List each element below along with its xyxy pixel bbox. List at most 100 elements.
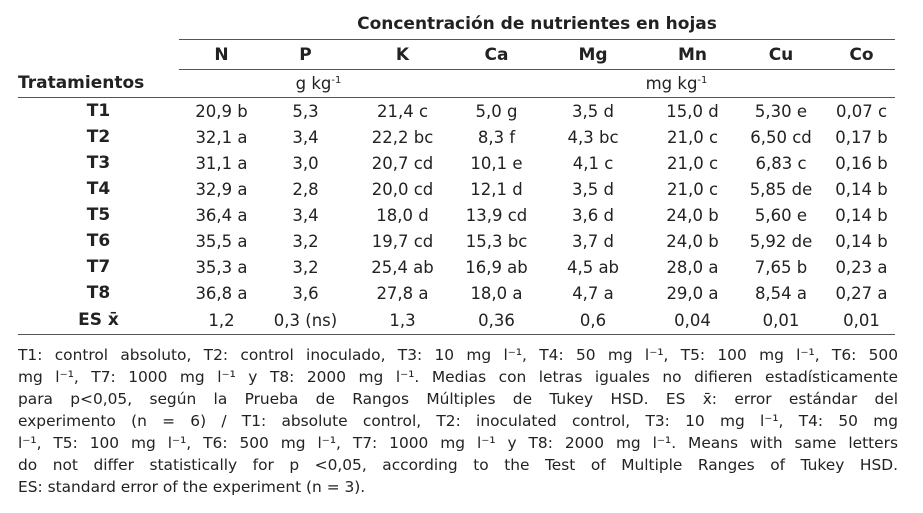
table-cell: 35,5 a <box>195 231 248 251</box>
column-header-mg: Mg <box>535 39 651 70</box>
table-row: T3 31,1 a 3,0 20,7 cd 10,1 e 4,1 c 21,0 c 6,83 … <box>18 150 895 176</box>
table-cell: 10,1 e <box>470 153 523 173</box>
column-header-cu: Cu <box>734 39 828 70</box>
table-row: T1 20,9 b 5,3 21,4 c 5,0 g 3,5 d 15,0 d 5,30 e 0… <box>18 98 895 125</box>
table-cell: 3,4 <box>292 127 319 147</box>
table-cell: 16,9 ab <box>465 257 528 277</box>
row-label: T3 <box>86 153 111 173</box>
column-header-co: Co <box>828 39 895 70</box>
table-row: T6 35,5 a 3,2 19,7 cd 15,3 bc 3,7 d 24,0 b 5,92… <box>18 228 895 254</box>
footnote-line: ES: standard error of the experiment (n … <box>18 478 366 496</box>
table-cell: 19,7 cd <box>371 231 434 251</box>
es-cell: 1,2 <box>179 306 264 335</box>
table-cell: 12,1 d <box>470 179 523 199</box>
table-cell: 8,3 f <box>477 127 516 147</box>
column-header-k: K <box>347 39 458 70</box>
table-cell: 3,7 d <box>572 231 614 251</box>
row-label: T7 <box>86 257 111 277</box>
table-row: T4 32,9 a 2,8 20,0 cd 12,1 d 3,5 d 21,0 c 5,85 … <box>18 176 895 202</box>
table-cell: 6,50 cd <box>750 127 812 147</box>
es-row: ES x̄ 1,2 0,3 (ns) 1,3 0,36 0,6 0,04 0,01 0,01 <box>18 306 895 335</box>
table-cell: 8,54 a <box>754 283 808 303</box>
table-cell: 24,0 b <box>666 231 719 251</box>
table-cell: 4,1 c <box>572 153 614 173</box>
es-cell: 0,04 <box>651 306 734 335</box>
footnote-line: para p<0,05, según la Prueba de Rangos M… <box>18 390 898 408</box>
table-cell: 21,0 c <box>666 127 719 147</box>
footnote-line: l⁻¹, T5: 100 mg l⁻¹, T6: 500 mg l⁻¹, T7:… <box>18 434 898 452</box>
table-cell: 5,0 g <box>475 101 518 121</box>
table-cell: 4,5 ab <box>566 257 620 277</box>
table-cell: 20,7 cd <box>371 153 434 173</box>
table-cell: 0,14 b <box>835 231 888 251</box>
table-title: Concentración de nutrientes en hojas <box>179 9 895 40</box>
table-row: T5 36,4 a 3,4 18,0 d 13,9 cd 3,6 d 24,0 b 5,60 … <box>18 202 895 228</box>
es-cell: 0,01 <box>734 306 828 335</box>
table-cell: 15,0 d <box>666 101 719 121</box>
table-cell: 3,2 <box>292 231 319 251</box>
row-label: T2 <box>86 127 111 147</box>
row-label: T4 <box>86 179 111 199</box>
table-cell: 15,3 bc <box>465 231 528 251</box>
units-g-kg: g kg-1 <box>179 69 458 98</box>
table-cell: 7,65 b <box>754 257 808 277</box>
table-cell: 0,17 b <box>835 127 888 147</box>
table-cell: 6,83 c <box>755 153 807 173</box>
blank-corner-2 <box>18 40 179 70</box>
units-g-kg-text: g kg <box>295 74 332 93</box>
table-cell: 36,4 a <box>195 205 248 225</box>
table-cell: 5,60 e <box>754 205 808 225</box>
units-g-kg-exp: -1 <box>331 75 342 86</box>
column-header-p: P <box>264 39 347 70</box>
table-cell: 27,8 a <box>376 283 429 303</box>
table-cell: 36,8 a <box>195 283 248 303</box>
units-mg-kg: mg kg-1 <box>458 69 895 98</box>
table-cell: 32,1 a <box>195 127 248 147</box>
table-cell: 35,3 a <box>195 257 248 277</box>
table-cell: 4,3 bc <box>567 127 619 147</box>
table-cell: 3,6 <box>292 283 319 303</box>
table-cell: 21,0 c <box>666 179 719 199</box>
table-cell: 3,0 <box>292 153 319 173</box>
table-cell: 0,23 a <box>835 257 888 277</box>
table-cell: 21,0 c <box>666 153 719 173</box>
table-cell: 3,6 d <box>572 205 614 225</box>
row-label: T6 <box>86 231 111 251</box>
table-cell: 31,1 a <box>195 153 248 173</box>
es-row-label: ES x̄ <box>18 306 179 335</box>
table-cell: 0,27 a <box>835 283 888 303</box>
table-cell: 18,0 d <box>376 205 429 225</box>
table-cell: 25,4 ab <box>371 257 434 277</box>
footnote-line: experimento (n = 6) / T1: absolute contr… <box>18 412 898 430</box>
table-cell: 29,0 a <box>666 283 719 303</box>
table-cell: 0,16 b <box>835 153 888 173</box>
column-header-mn: Mn <box>651 39 734 70</box>
table-row: T2 32,1 a 3,4 22,2 bc 8,3 f 4,3 bc 21,0 c 6,50 … <box>18 124 895 150</box>
table-footnote: T1: control absoluto, T2: control inocul… <box>18 344 898 498</box>
table-cell: 24,0 b <box>666 205 719 225</box>
table-cell: 13,9 cd <box>465 205 528 225</box>
table-cell: 18,0 a <box>470 283 523 303</box>
footnote-line: T1: control absoluto, T2: control inocul… <box>18 346 898 364</box>
table-row: T8 36,8 a 3,6 27,8 a 18,0 a 4,7 a 29,0 a 8,54 a… <box>18 280 895 306</box>
table-cell: 5,3 <box>292 101 319 121</box>
row-label: T1 <box>86 101 111 121</box>
units-mg-kg-text: mg kg <box>645 74 698 93</box>
es-cell: 1,3 <box>347 306 458 335</box>
table-row: T7 35,3 a 3,2 25,4 ab 16,9 ab 4,5 ab 28,0 a 7,6… <box>18 254 895 280</box>
table-cell: 5,30 e <box>754 101 808 121</box>
blank-corner <box>18 9 179 40</box>
table-cell: 20,0 cd <box>371 179 434 199</box>
table-cell: 28,0 a <box>666 257 719 277</box>
row-label: T8 <box>86 283 111 303</box>
row-header: Tratamientos <box>18 69 179 98</box>
row-label: T5 <box>86 205 111 225</box>
es-cell: 0,36 <box>458 306 535 335</box>
table-cell: 5,92 de <box>749 231 813 251</box>
table-cell: 4,7 a <box>572 283 614 303</box>
units-mg-kg-exp: -1 <box>697 75 708 86</box>
footnote-line: do not differ statistically for p <0,05,… <box>18 456 898 474</box>
column-header-n: N <box>179 39 264 70</box>
